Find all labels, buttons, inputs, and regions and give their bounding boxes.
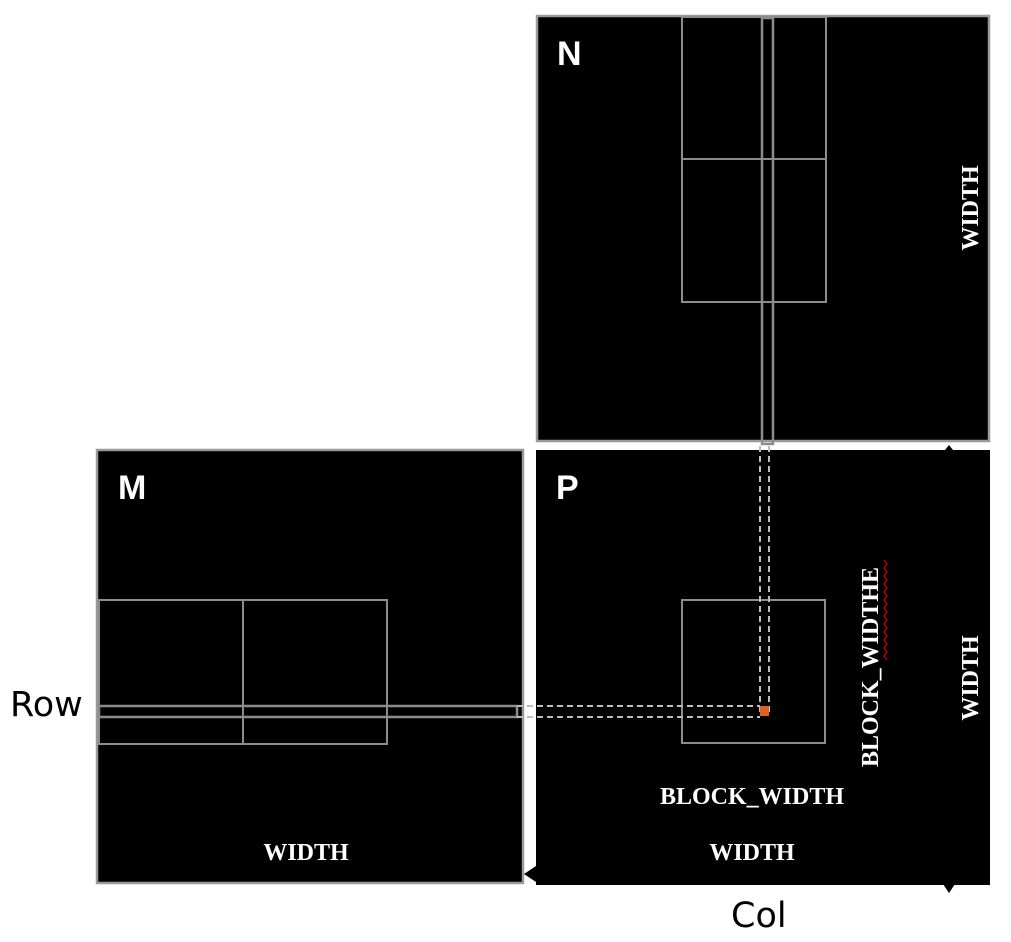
spelling-underline [883,559,888,661]
matrix-n-tile-bottom [681,158,827,303]
matrix-m: M WIDTH [95,448,525,885]
arrowhead-left [524,866,536,882]
matrix-n-width-label: WIDTH [958,165,984,251]
matrix-p-height-label: WIDTH [958,635,984,721]
matrix-p-label: P [556,469,579,507]
matrix-n-column-strip [760,16,775,446]
matrix-p-block-height-label: BLOCK_WIDTHE [858,567,884,767]
arrowhead-top-right [945,445,953,450]
matrix-n-label: N [557,35,582,73]
matrix-m-box [95,448,525,885]
matrix-p-tile [681,599,826,744]
row-label: Row [10,685,83,725]
matrix-n: N WIDTH [535,14,991,446]
col-label: Col [731,896,787,936]
matrix-m-tile-right [242,599,388,745]
matrix-m-row-strip [97,704,519,719]
arrowhead-down [943,884,955,893]
matrix-m-width-label: WIDTH [263,840,349,866]
matrix-p-box [536,450,990,885]
matrix-p: P BLOCK_WIDTH BLOCK_WIDTHE WIDTH WIDTH [536,450,990,885]
matrix-p-block-width-label: BLOCK_WIDTH [660,784,844,810]
matrix-p-width-label: WIDTH [709,840,795,866]
matrix-m-label: M [118,469,146,507]
output-element-highlight [760,706,769,716]
dashed-guides [517,446,770,718]
